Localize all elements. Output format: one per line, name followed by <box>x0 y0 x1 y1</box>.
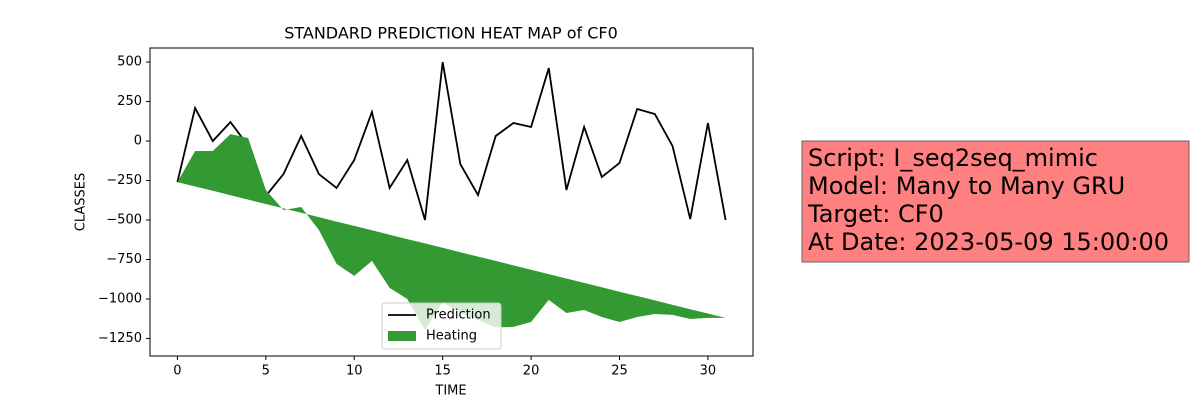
prediction-line <box>176 61 727 221</box>
y-tick-label: −500 <box>106 213 142 228</box>
x-tick-label: 30 <box>700 364 717 379</box>
x-tick-label: 0 <box>173 364 181 379</box>
x-tick-label: 20 <box>523 364 540 379</box>
x-tick-label: 5 <box>262 364 270 379</box>
y-tick-label: −1000 <box>98 291 142 306</box>
x-tick-label: 15 <box>434 364 451 379</box>
x-axis-label: TIME <box>434 384 466 399</box>
x-tick-label: 25 <box>611 364 628 379</box>
annotation-line: Script: I_seq2seq_mimic <box>808 144 1098 172</box>
y-tick-label: 0 <box>134 134 142 149</box>
annotation-line: Target: CF0 <box>807 200 944 228</box>
y-tick-label: −750 <box>106 252 142 267</box>
y-tick-label: −250 <box>106 173 142 188</box>
y-tick-label: −1250 <box>98 331 142 346</box>
y-tick-label: 500 <box>117 55 142 70</box>
annotation-box <box>801 140 1190 263</box>
annotation-line: Model: Many to Many GRU <box>808 172 1125 200</box>
legend-swatch <box>388 331 416 341</box>
y-axis-label: CLASSES <box>74 173 89 231</box>
plot-frame <box>149 47 754 357</box>
annotation-line: At Date: 2023-05-09 15:00:00 <box>808 228 1169 256</box>
legend-label: Heating <box>426 329 477 344</box>
x-tick-label: 10 <box>346 364 363 379</box>
y-tick-label: 250 <box>117 94 142 109</box>
heating-area <box>177 134 726 330</box>
legend-label: Prediction <box>426 308 491 323</box>
chart-title: STANDARD PREDICTION HEAT MAP of CF0 <box>284 24 618 43</box>
